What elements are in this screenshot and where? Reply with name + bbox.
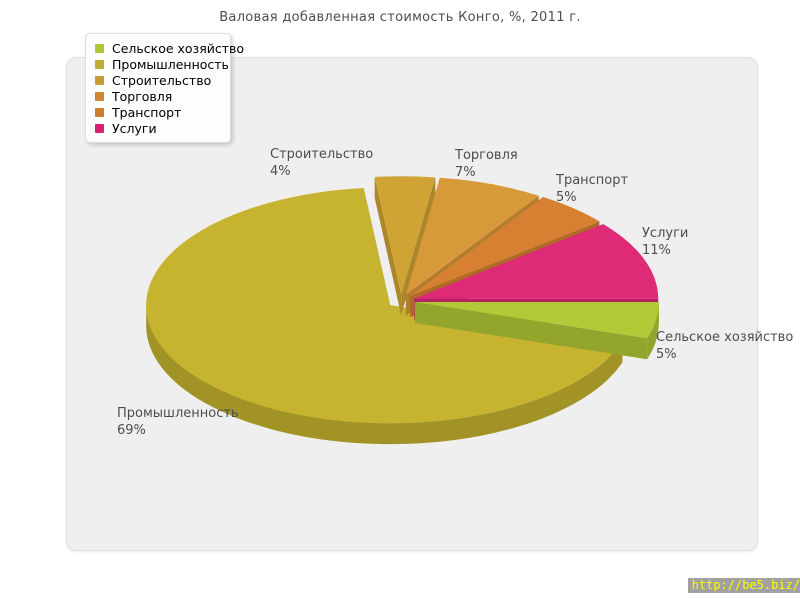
legend-label: Услуги <box>112 120 157 136</box>
pie-slice-services[interactable] <box>414 224 659 299</box>
slice-label-name: Строительство <box>270 147 374 162</box>
legend-items: Сельское хозяйство Промышленность Строител… <box>95 40 244 136</box>
legend-swatch-construction <box>95 75 104 85</box>
legend-item-transport[interactable]: Транспорт <box>95 104 222 120</box>
legend-swatch-trade <box>95 91 104 101</box>
legend-label: Транспорт <box>112 104 182 120</box>
slice-label-value: 7% <box>455 165 476 180</box>
legend-item-trade[interactable]: Торговля <box>95 88 222 104</box>
slice-label-name: Промышленность <box>117 406 239 421</box>
pie-slice-side-agriculture <box>414 302 648 360</box>
pie-slice-agriculture[interactable] <box>414 302 659 339</box>
pie-slice-side-construction <box>401 177 436 316</box>
legend-label: Промышленность <box>112 56 229 72</box>
slice-label-services: Услуги 11% <box>642 225 688 259</box>
slice-label-value: 4% <box>270 164 291 179</box>
slice-label-name: Транспорт <box>556 173 629 188</box>
slice-label-trade: Торговля 7% <box>455 147 518 181</box>
legend-swatch-services <box>95 123 104 133</box>
slice-label-name: Торговля <box>455 148 518 163</box>
legend-item-agriculture[interactable]: Сельское хозяйство <box>95 40 244 56</box>
slice-label-name: Услуги <box>642 226 689 241</box>
legend-label: Строительство <box>112 72 212 88</box>
legend-item-construction[interactable]: Строительство <box>95 72 222 88</box>
legend-swatch-industry <box>95 59 104 69</box>
slice-label-construction: Строительство 4% <box>270 146 373 180</box>
slice-label-value: 5% <box>656 347 677 362</box>
chart-title: Валовая добавленная стоимость Конго, %, … <box>219 10 581 25</box>
pie-slice-industry[interactable] <box>146 188 623 424</box>
legend-swatch-agriculture <box>95 43 104 53</box>
slice-label-value: 5% <box>556 190 577 205</box>
pie-slice-trade[interactable] <box>405 177 539 295</box>
legend-item-services[interactable]: Услуги <box>95 120 222 136</box>
pie-slice-rim-industry <box>146 305 623 445</box>
legend-swatch-transport <box>95 107 104 117</box>
slice-label-industry: Промышленность 69% <box>117 405 239 439</box>
slice-label-name: Сельское хозяйство <box>656 330 794 345</box>
pie-slice-transport[interactable] <box>410 197 600 296</box>
slice-label-value: 11% <box>642 243 671 258</box>
legend-item-industry[interactable]: Промышленность <box>95 56 229 72</box>
pie-slice-rim-agriculture <box>647 302 659 360</box>
pie-slice-construction[interactable] <box>374 176 436 295</box>
source-link[interactable]: http://be5.biz/ <box>687 578 800 593</box>
legend-label: Сельское хозяйство <box>112 40 245 56</box>
pie-slice-side-construction <box>374 176 402 316</box>
legend: Сельское хозяйство Промышленность Строител… <box>85 33 244 143</box>
slice-label-agriculture: Сельское хозяйство 5% <box>656 329 793 363</box>
slice-label-value: 69% <box>117 423 146 438</box>
legend-label: Торговля <box>112 88 173 104</box>
slice-label-transport: Транспорт 5% <box>556 172 628 206</box>
